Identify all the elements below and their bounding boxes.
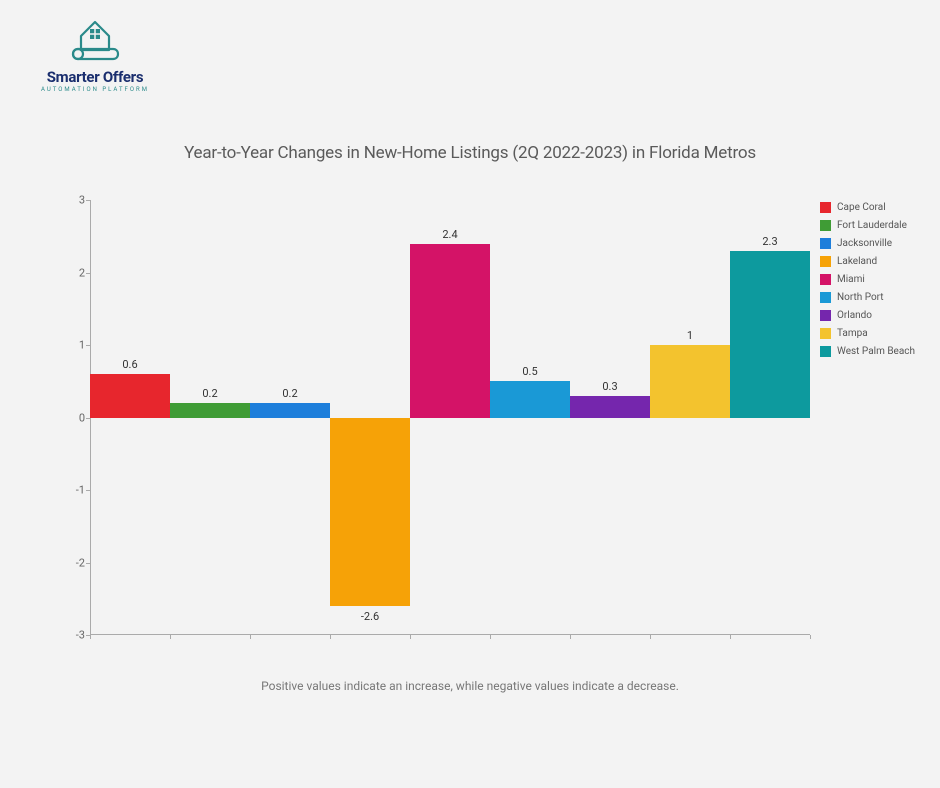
y-tick-mark bbox=[86, 200, 90, 201]
plot-region: 0.6 0.2 0.2 -2.6 2.4 0.5 0.3 1 2.3 bbox=[90, 200, 810, 635]
y-tick-mark bbox=[86, 490, 90, 491]
y-tick-label: 1 bbox=[70, 339, 85, 352]
chart-area: 0.60.20.2-2.62.40.50.312.3 -3-2-10123 bbox=[70, 200, 810, 635]
legend-swatch bbox=[820, 238, 831, 249]
bar-cape-coral bbox=[90, 374, 170, 418]
bar-label: 0.2 bbox=[282, 387, 297, 400]
chart-title: Year-to-Year Changes in New-Home Listing… bbox=[0, 143, 940, 163]
bar-label: 2.3 bbox=[762, 235, 777, 248]
x-tick-mark bbox=[410, 635, 411, 639]
y-tick-mark bbox=[86, 563, 90, 564]
x-tick-mark bbox=[250, 635, 251, 639]
y-tick-label: -2 bbox=[70, 556, 85, 569]
legend: Cape Coral Fort Lauderdale Jacksonville Lak… bbox=[820, 200, 930, 362]
legend-label: North Port bbox=[837, 292, 884, 303]
x-tick-mark bbox=[650, 635, 651, 639]
x-tick-mark bbox=[730, 635, 731, 639]
bar-label: 0.2 bbox=[202, 387, 217, 400]
bar-label: 2.4 bbox=[442, 228, 457, 241]
y-tick-label: 0 bbox=[70, 411, 85, 424]
y-tick-label: -3 bbox=[70, 629, 85, 642]
legend-swatch bbox=[820, 220, 831, 231]
bar-fort-lauderdale bbox=[170, 403, 250, 418]
y-tick-label: 3 bbox=[70, 194, 85, 207]
legend-label: Cape Coral bbox=[837, 202, 886, 213]
x-tick-mark bbox=[90, 635, 91, 639]
legend-swatch bbox=[820, 310, 831, 321]
x-tick-mark bbox=[170, 635, 171, 639]
bar-label: 0.5 bbox=[522, 365, 537, 378]
legend-item: West Palm Beach bbox=[820, 344, 930, 359]
legend-label: Fort Lauderdale bbox=[837, 220, 907, 231]
legend-swatch bbox=[820, 292, 831, 303]
bar-north-port bbox=[490, 381, 570, 417]
x-tick-mark bbox=[810, 635, 811, 639]
y-tick-mark bbox=[86, 273, 90, 274]
legend-label: Orlando bbox=[837, 310, 872, 321]
legend-item: Cape Coral bbox=[820, 200, 930, 215]
bar-orlando bbox=[570, 396, 650, 418]
legend-swatch bbox=[820, 346, 831, 357]
bar-miami bbox=[410, 244, 490, 418]
legend-item: Jacksonville bbox=[820, 236, 930, 251]
bar-jacksonville bbox=[250, 403, 330, 418]
bar-lakeland bbox=[330, 418, 410, 607]
legend-label: Jacksonville bbox=[837, 238, 892, 249]
bar-west-palm-beach bbox=[730, 251, 810, 418]
bar-label: 0.6 bbox=[122, 358, 137, 371]
x-tick-mark bbox=[570, 635, 571, 639]
legend-item: Fort Lauderdale bbox=[820, 218, 930, 233]
legend-swatch bbox=[820, 256, 831, 267]
legend-item: Lakeland bbox=[820, 254, 930, 269]
x-tick-mark bbox=[490, 635, 491, 639]
logo-name: Smarter Offers bbox=[30, 68, 160, 86]
y-tick-mark bbox=[86, 418, 90, 419]
house-scroll-icon bbox=[65, 14, 125, 66]
bar-tampa bbox=[650, 345, 730, 418]
legend-label: Tampa bbox=[837, 328, 868, 339]
legend-swatch bbox=[820, 202, 831, 213]
legend-swatch bbox=[820, 328, 831, 339]
y-tick-label: 2 bbox=[70, 266, 85, 279]
legend-swatch bbox=[820, 274, 831, 285]
legend-item: Orlando bbox=[820, 308, 930, 323]
bar-label: 0.3 bbox=[602, 380, 617, 393]
logo-tagline: AUTOMATION PLATFORM bbox=[30, 86, 160, 93]
legend-label: Lakeland bbox=[837, 256, 877, 267]
y-tick-mark bbox=[86, 345, 90, 346]
bar-label: 1 bbox=[687, 329, 693, 342]
x-tick-mark bbox=[330, 635, 331, 639]
legend-item: Tampa bbox=[820, 326, 930, 341]
legend-label: West Palm Beach bbox=[837, 346, 915, 357]
chart-caption: Positive values indicate an increase, wh… bbox=[0, 679, 940, 693]
legend-item: North Port bbox=[820, 290, 930, 305]
y-tick-label: -1 bbox=[70, 484, 85, 497]
legend-label: Miami bbox=[837, 274, 865, 285]
bar-label: -2.6 bbox=[361, 610, 379, 623]
legend-item: Miami bbox=[820, 272, 930, 287]
brand-logo: Smarter Offers AUTOMATION PLATFORM bbox=[30, 14, 160, 93]
